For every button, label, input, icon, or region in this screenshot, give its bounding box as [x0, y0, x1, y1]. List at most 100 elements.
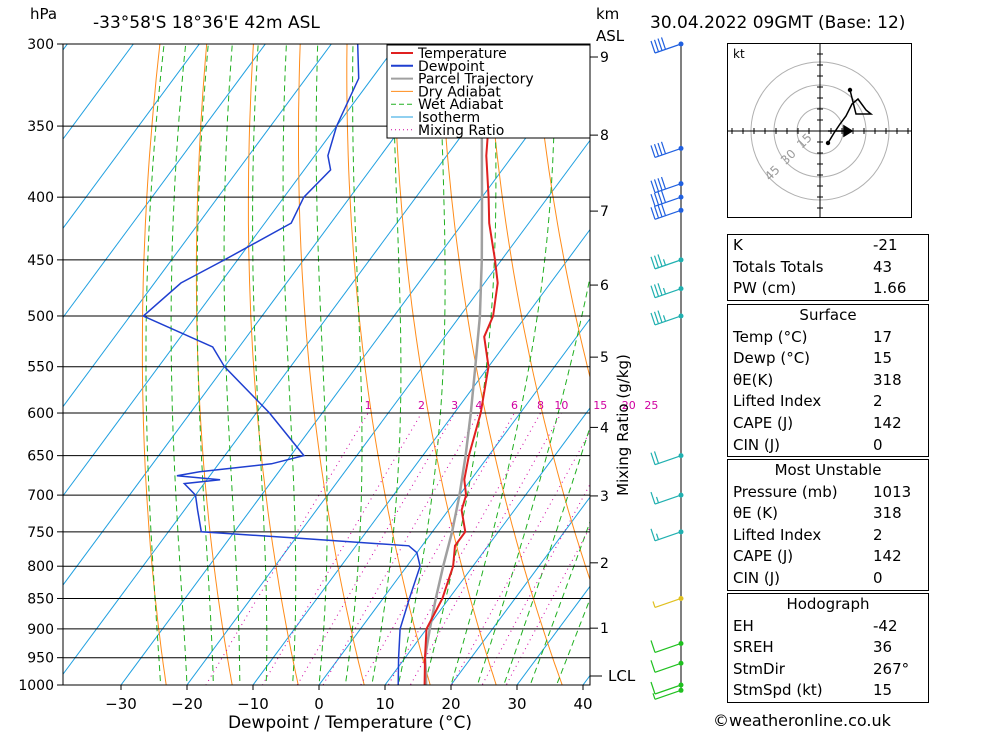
surface-row: Lifted Index 2 [733, 392, 883, 411]
wind-barb-staff [654, 288, 682, 299]
temperature-tick-label: 20 [441, 695, 460, 713]
wet-adiabat-line [315, 44, 328, 685]
mixing-ratio-tick-label: 10 [554, 399, 568, 412]
wind-barb-feather [650, 660, 656, 673]
wet-adiabat-line [282, 44, 297, 685]
pressure-tick-label: 850 [27, 591, 54, 607]
wind-barb-feather [650, 256, 656, 270]
hodograph-title: Hodograph [786, 595, 870, 613]
wind-barb-feather [650, 285, 656, 298]
surface-row: CIN (J) 0 [733, 435, 883, 454]
wind-barb [650, 203, 684, 220]
index-row: K -21 [733, 236, 898, 254]
surface-row: CAPE (J) 142 [733, 413, 902, 432]
copyright-link[interactable]: ©weatheronline.co.uk [713, 711, 891, 730]
wet-adiabat-line [424, 44, 497, 685]
wind-barb [650, 491, 684, 505]
dry-adiabat-line [141, 44, 167, 685]
hodograph-row: StmSpd (kt) 15 [733, 681, 893, 700]
surface-row: Dewp (°C) 15 [733, 349, 893, 368]
wind-barb-feather [650, 681, 656, 695]
mixing-ratio-line [481, 483, 590, 685]
x-axis-label: Dewpoint / Temperature (°C) [228, 713, 472, 733]
wind-barb-feather [650, 491, 656, 505]
wind-barb-half-feather [662, 259, 667, 266]
wind-barb [652, 595, 684, 609]
height-tick-label: 6 [600, 278, 609, 294]
wet-adiabat-line [145, 44, 165, 685]
wet-adiabat-line [196, 44, 214, 685]
wind-barb-staff [654, 209, 682, 220]
pressure-tick-label: 300 [27, 37, 54, 53]
wind-barb-feather [653, 451, 660, 464]
wind-barb-staff [654, 455, 682, 466]
pressure-tick-label: 550 [27, 360, 54, 376]
dry-adiabat-line [393, 44, 497, 685]
legend-box [386, 44, 591, 139]
wind-barb-half-feather [655, 496, 660, 504]
pressure-tick-label: 450 [27, 253, 54, 269]
mixing-ratio-label: Mixing Ratio (g/kg) [614, 354, 632, 496]
hodograph-row: SREH 36 [733, 638, 893, 657]
wind-barb-staff [654, 597, 682, 609]
wind-barb-feather [660, 141, 667, 155]
wind-barb-feather [653, 179, 660, 192]
temperature-tick-label: −10 [237, 695, 269, 713]
wet-adiabat-line [529, 520, 590, 685]
wind-barb-staff [654, 531, 682, 542]
mixing-ratio-line [296, 412, 456, 685]
mixing-ratio-tick-label: 6 [511, 399, 518, 412]
most-unstable-table: Most Unstable Pressure (mb) 1013 θE (K) 31… [727, 459, 929, 591]
hodograph-trace [827, 89, 874, 144]
dry-adiabat-line [990, 7, 1000, 711]
height-tick-label: 1 [600, 621, 609, 637]
location-title: -33°58'S 18°36'E 42m ASL [93, 13, 320, 33]
wind-barb [650, 310, 684, 326]
wind-barb-feather [653, 144, 660, 157]
storm-motion-arrow [828, 124, 854, 138]
most-unstable-row: CAPE (J) 142 [733, 547, 902, 566]
mixing-ratio-tick-label: 4 [475, 399, 482, 412]
wind-barb-staff [654, 684, 682, 695]
wind-barb-staff [654, 196, 682, 207]
wind-barb [650, 254, 684, 270]
legend-label: Isotherm [418, 110, 480, 126]
isotherm-line [63, 44, 134, 140]
temperature-tick-label: 0 [314, 695, 324, 713]
wind-barb-staff [654, 315, 682, 326]
isotherm-line [63, 44, 332, 408]
wet-adiabat-line [450, 44, 556, 685]
dry-adiabat-line [247, 44, 299, 685]
isotherm-line [186, 139, 590, 685]
temperature-tick-label: 40 [573, 695, 592, 713]
wind-barb-half-feather [655, 533, 660, 540]
isotherm-line [516, 585, 590, 685]
wind-barb [650, 528, 684, 542]
dry-adiabat-line [439, 44, 563, 685]
legend-label: Mixing Ratio [418, 123, 504, 139]
wet-adiabat-line [252, 44, 268, 685]
wind-barb [652, 687, 684, 700]
wet-adiabat-line [223, 44, 241, 685]
wind-barb [650, 681, 684, 695]
height-unit-asl: ASL [596, 27, 625, 45]
wind-barb [650, 640, 684, 654]
mixing-ratio-tick-label: 3 [451, 399, 458, 412]
wind-barb-staff [654, 662, 682, 673]
mixing-ratio-tick-label: 25 [644, 399, 658, 412]
wind-barb-feather [650, 528, 656, 542]
most-unstable-row: CIN (J) 0 [733, 568, 883, 587]
dry-adiabat-line [195, 44, 233, 685]
wet-adiabat-line [503, 425, 590, 685]
surface-row: θE(K) 318 [733, 370, 902, 389]
hodograph-end-point [847, 87, 853, 93]
wind-barb-feather [650, 312, 656, 326]
wet-adiabat-line [476, 275, 590, 685]
wind-barb [650, 190, 684, 207]
hodograph-start-point [825, 140, 831, 146]
wind-barb-half-feather [662, 315, 667, 322]
mixing-ratio-line [387, 412, 542, 685]
isotherm-line [252, 228, 590, 685]
wind-barb-feather [660, 203, 667, 216]
wind-barb [650, 451, 684, 466]
